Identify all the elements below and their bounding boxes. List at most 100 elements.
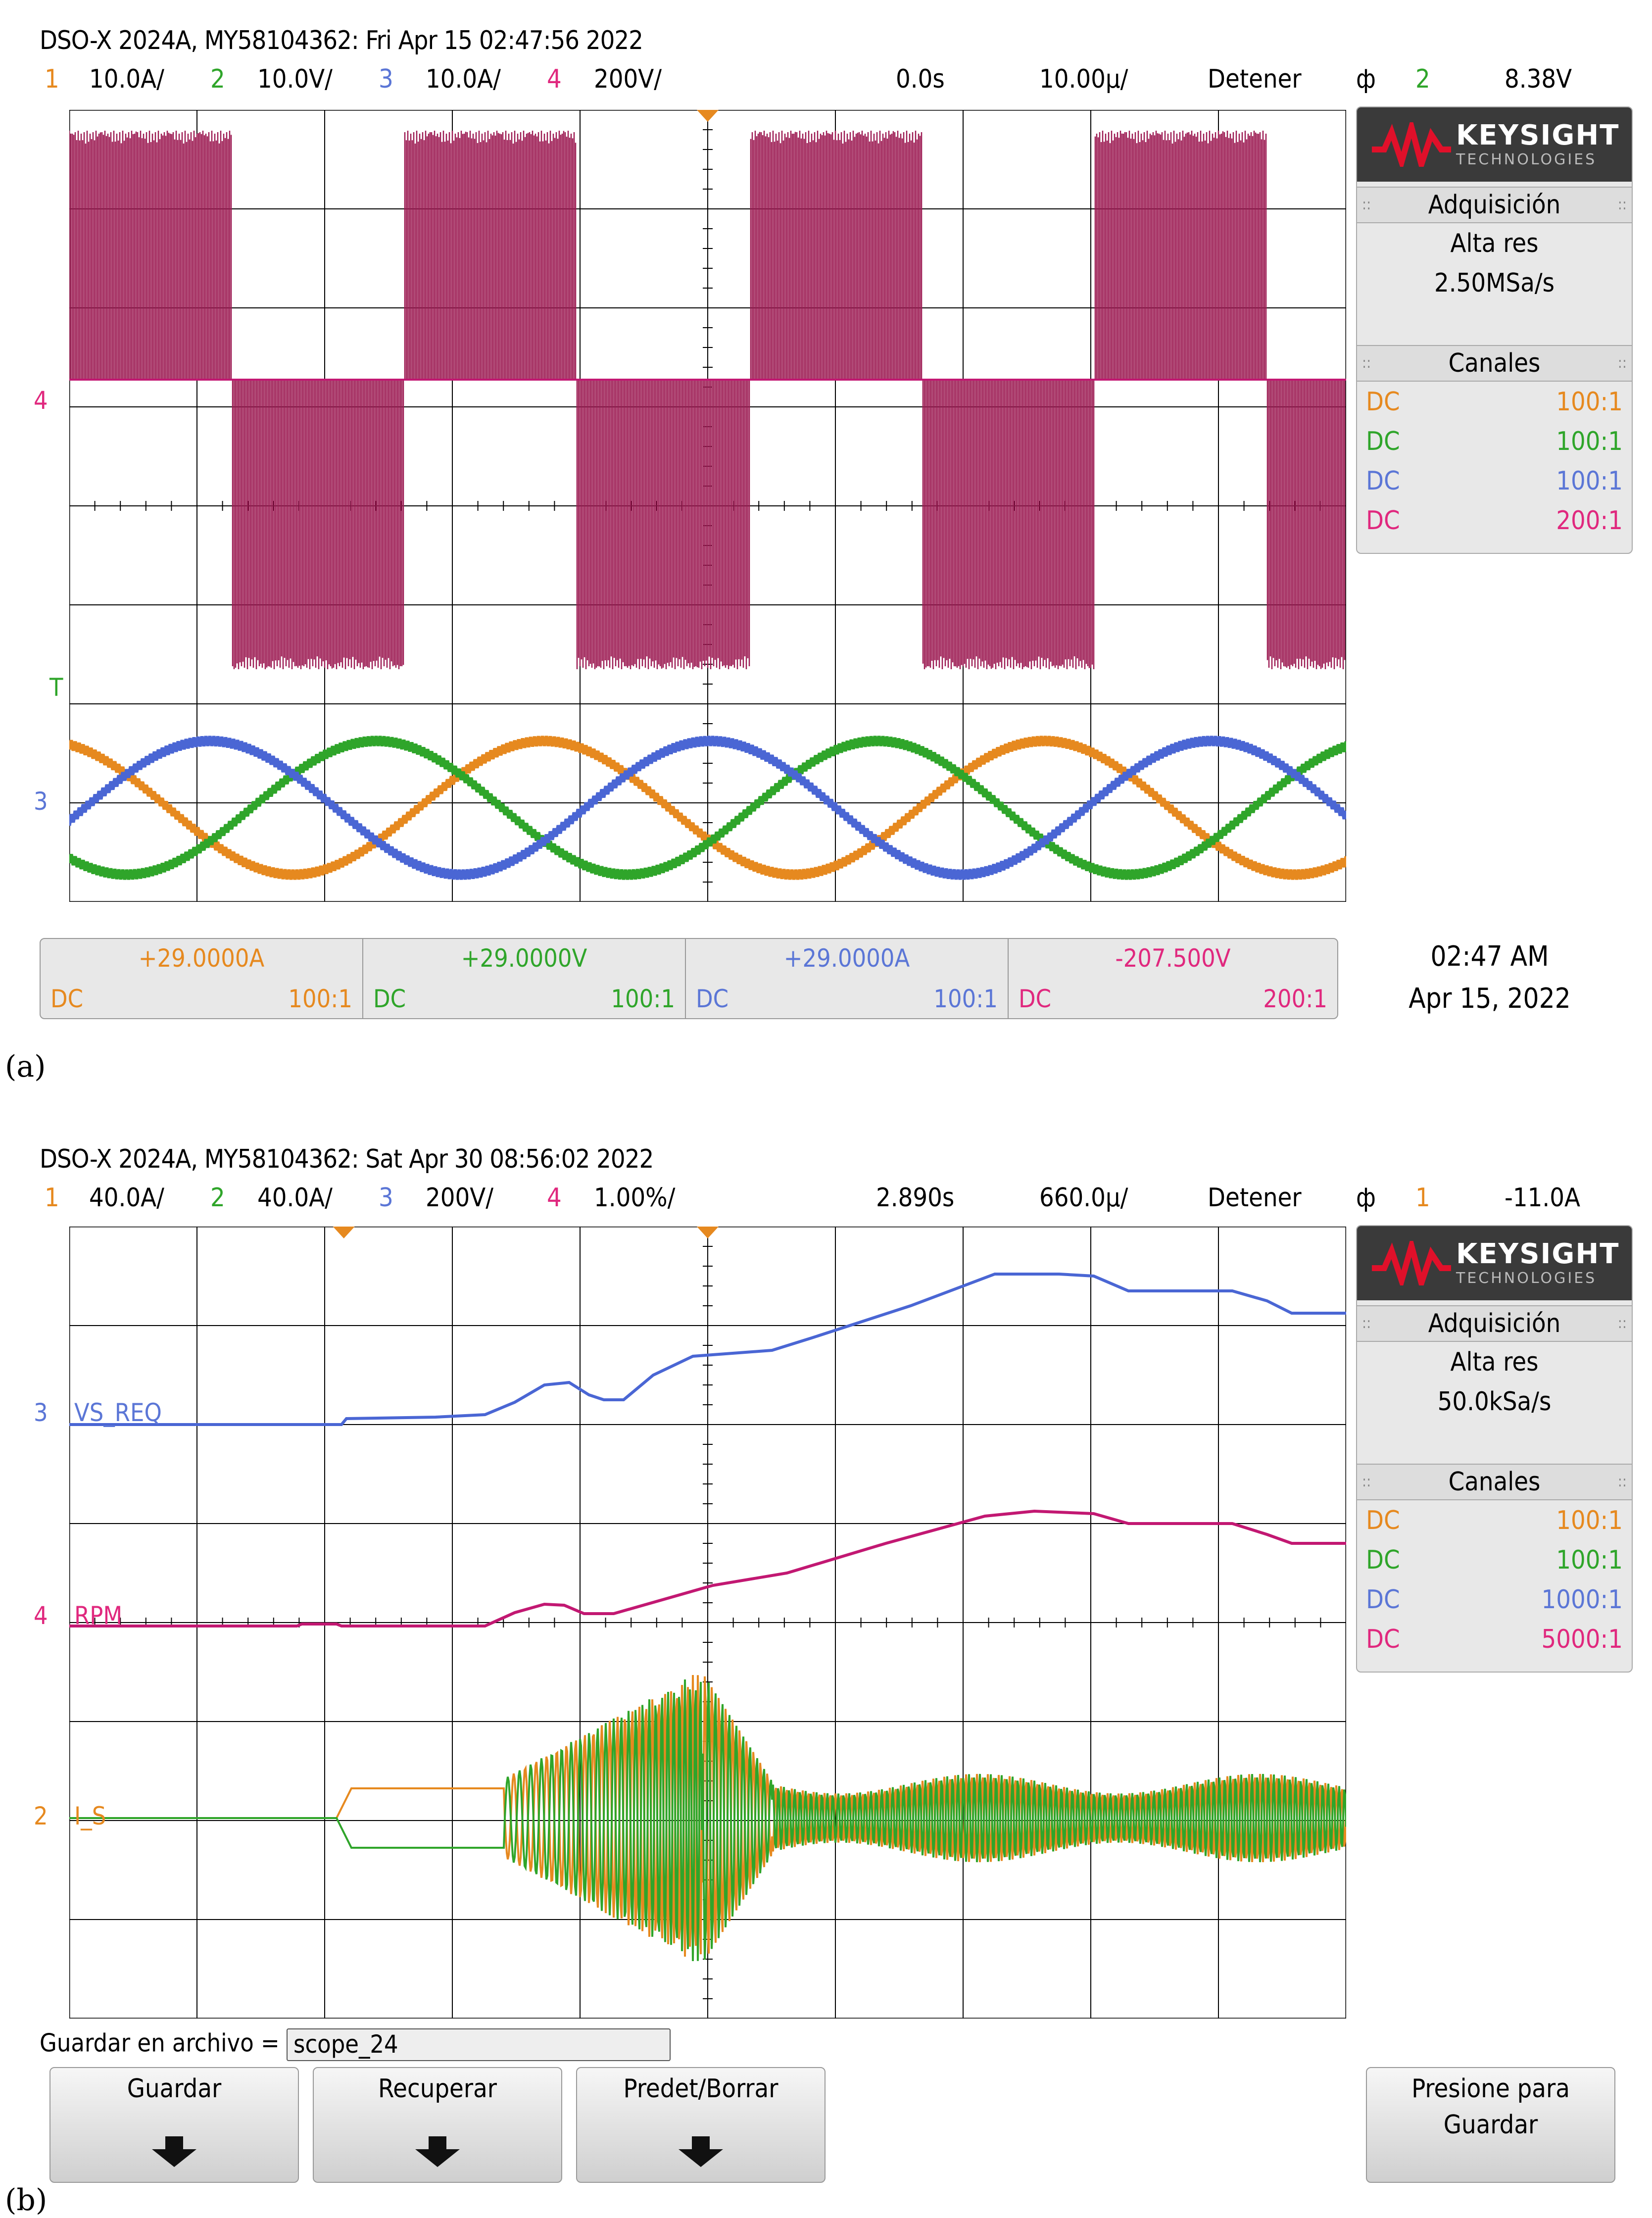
side-panel: KEYSIGHT TECHNOLOGIES :: Adquisición:: Al…: [1356, 106, 1633, 554]
time-offset[interactable]: 0.0s: [896, 64, 945, 94]
scope-title: DSO-X 2024A, MY58104362: Sat Apr 30 08:5…: [40, 1144, 654, 1174]
ch1-scale[interactable]: 10.0A/: [89, 64, 164, 94]
measure-ch3[interactable]: +29.0000A DC 100:1: [686, 939, 1009, 1018]
ch3-num[interactable]: 3: [379, 1183, 393, 1213]
recall-button[interactable]: Recuperar: [313, 2067, 562, 2183]
clock-date: Apr 15, 2022: [1409, 983, 1571, 1015]
ch4-scale[interactable]: 200V/: [594, 64, 662, 94]
ch4-ratio: 5000:1: [1541, 1625, 1623, 1654]
ch2-num[interactable]: 2: [210, 64, 225, 94]
ch2-coupling: DC: [1366, 1545, 1400, 1575]
ch3-scale[interactable]: 200V/: [426, 1183, 494, 1213]
trigger-level[interactable]: -11.0A: [1505, 1183, 1581, 1213]
ch2-num[interactable]: 2: [210, 1183, 225, 1213]
keysight-wave-icon: [1372, 1241, 1451, 1285]
ch3-ground-marker[interactable]: 3: [34, 1398, 48, 1427]
acq-title: Adquisición: [1428, 190, 1561, 220]
ch4-coupling: DC: [1366, 506, 1400, 536]
ch2-ratio: 100:1: [1556, 427, 1623, 456]
ch4-num[interactable]: 4: [547, 64, 562, 94]
save-button-label: Guardar: [127, 2074, 222, 2104]
press-to-save-line2: Guardar: [1443, 2110, 1538, 2140]
measure-ch2[interactable]: +29.0000V DC 100:1: [363, 939, 686, 1018]
ch3-num[interactable]: 3: [379, 64, 393, 94]
ch4-ground-marker[interactable]: 4: [34, 1601, 48, 1630]
channel-row-3[interactable]: DC 100:1: [1357, 466, 1632, 506]
trace-label-i-s: I_S: [74, 1802, 106, 1830]
channels-header[interactable]: :: Canales::: [1357, 1464, 1632, 1500]
run-state[interactable]: Detener: [1208, 64, 1302, 94]
measure-ch1[interactable]: +29.0000A DC 100:1: [41, 939, 363, 1018]
channel-row-1[interactable]: DC 100:1: [1357, 387, 1632, 427]
ch1-coupling: DC: [1366, 387, 1400, 417]
figure-label-b: (b): [5, 2183, 48, 2218]
clock-time: 02:47 AM: [1430, 940, 1549, 973]
ch2-trace: [69, 736, 1346, 880]
waveform-grid[interactable]: [69, 1227, 1346, 2019]
trigger-level-marker[interactable]: T: [49, 673, 63, 702]
brand-sub: TECHNOLOGIES: [1456, 1270, 1597, 1287]
trigger-edge-icon: ф: [1356, 64, 1376, 94]
ch4-ground-marker[interactable]: 4: [34, 386, 48, 415]
measurement-bar: +29.0000A DC 100:1 +29.0000V DC 100:1 +29.00…: [40, 938, 1338, 1019]
ch2-scale[interactable]: 10.0V/: [257, 64, 333, 94]
trigger-level[interactable]: 8.38V: [1505, 64, 1572, 94]
channels-title: Canales: [1448, 1467, 1541, 1497]
brand-name: KEYSIGHT: [1456, 1238, 1620, 1270]
press-to-save-button[interactable]: Presione para Guardar: [1366, 2067, 1615, 2183]
ch2-scale[interactable]: 40.0A/: [257, 1183, 333, 1213]
acq-mode: Alta res: [1450, 229, 1539, 258]
channel-row-2[interactable]: DC 100:1: [1357, 427, 1632, 466]
default-erase-button-label: Predet/Borrar: [623, 2074, 778, 2104]
channel-row-3[interactable]: DC 1000:1: [1357, 1585, 1632, 1625]
ch1-num[interactable]: 1: [45, 64, 59, 94]
trigger-edge-icon: ф: [1356, 1183, 1376, 1213]
acq-header[interactable]: :: Adquisición::: [1357, 187, 1632, 223]
ch1-num[interactable]: 1: [45, 1183, 59, 1213]
ch4-coupling: DC: [1366, 1625, 1400, 1654]
measure-ch4-value: -207.500V: [1115, 944, 1231, 973]
channel-row-1[interactable]: DC 100:1: [1357, 1506, 1632, 1545]
ch4-num[interactable]: 4: [547, 1183, 562, 1213]
trace-label-rpm: RPM: [74, 1601, 123, 1630]
default-erase-button[interactable]: Predet/Borrar: [576, 2067, 826, 2183]
measure-ch4-ratio: 200:1: [1263, 985, 1327, 1013]
trigger-position-marker: [697, 1227, 719, 1238]
ch3-coupling: DC: [1366, 466, 1400, 496]
measure-ch1-coupling: DC: [50, 985, 84, 1013]
trace-label-vs-req: VS_REQ: [74, 1398, 162, 1427]
ch3-ground-marker[interactable]: 3: [34, 787, 48, 816]
acq-mode: Alta res: [1450, 1347, 1539, 1377]
waveform-canvas: [69, 110, 1346, 902]
save-file-input[interactable]: scope_24: [287, 2028, 671, 2061]
panel-b: DSO-X 2024A, MY58104362: Sat Apr 30 08:5…: [0, 1119, 1652, 2218]
ch4-scale[interactable]: 1.00%/: [594, 1183, 676, 1213]
trigger-channel[interactable]: 2: [1415, 64, 1430, 94]
vs-req-trace: [188, 1273, 1346, 1426]
channel-row-4[interactable]: DC 5000:1: [1357, 1625, 1632, 1664]
channels-header[interactable]: :: Canales::: [1357, 345, 1632, 382]
channel-row-2[interactable]: DC 100:1: [1357, 1545, 1632, 1585]
ch1-scale[interactable]: 40.0A/: [89, 1183, 164, 1213]
arrow-down-icon: [415, 2136, 460, 2167]
side-panel: KEYSIGHT TECHNOLOGIES :: Adquisición:: Al…: [1356, 1225, 1633, 1673]
ch2-ground-marker[interactable]: 2: [34, 1802, 48, 1830]
measure-ch2-coupling: DC: [373, 985, 406, 1013]
measure-ch1-ratio: 100:1: [288, 985, 352, 1013]
waveform-canvas: [69, 1227, 1346, 2019]
waveform-grid[interactable]: [69, 110, 1346, 902]
channel-row-4[interactable]: DC 200:1: [1357, 506, 1632, 545]
ch3-ratio: 100:1: [1556, 466, 1623, 496]
acq-header[interactable]: :: Adquisición::: [1357, 1305, 1632, 1342]
time-scale[interactable]: 10.00µ/: [1039, 64, 1128, 94]
save-file-row: Guardar en archivo = scope_24: [40, 2028, 671, 2061]
measure-ch4[interactable]: -207.500V DC 200:1: [1009, 939, 1337, 1018]
trigger-channel[interactable]: 1: [1415, 1183, 1430, 1213]
run-state[interactable]: Detener: [1208, 1183, 1302, 1213]
time-offset[interactable]: 2.890s: [876, 1183, 955, 1213]
keysight-wave-icon: [1372, 122, 1451, 167]
ch3-scale[interactable]: 10.0A/: [426, 64, 501, 94]
arrow-down-icon: [152, 2136, 196, 2167]
time-scale[interactable]: 660.0µ/: [1039, 1183, 1128, 1213]
save-button[interactable]: Guardar: [49, 2067, 299, 2183]
